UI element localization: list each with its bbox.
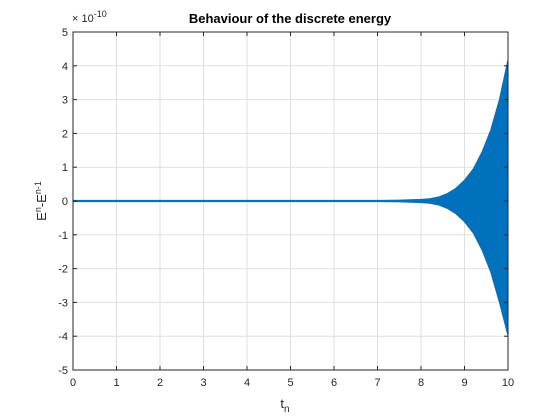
x-tick-label: 3 [200, 377, 206, 389]
x-axis-label: tn [280, 396, 289, 415]
chart-title: Behaviour of the discrete energy [189, 11, 392, 26]
x-tick-label: 6 [331, 377, 337, 389]
x-axis-label-sub: n [284, 404, 290, 415]
y-tick-label: 0 [62, 196, 68, 208]
x-tick-label: 9 [461, 377, 467, 389]
y-axis-label-sup1: n [33, 207, 43, 212]
y-axis-label-sup2: n-1 [33, 181, 43, 194]
exponent-prefix: × 10 [72, 13, 94, 25]
x-tick-label: 1 [113, 377, 119, 389]
y-axis-label: En-En-1 [33, 181, 49, 221]
x-tick-label: 7 [374, 377, 380, 389]
exponent-label: × 10-10 [72, 9, 107, 25]
y-axis-label-mid: -E [34, 194, 49, 207]
y-tick-label: -2 [58, 264, 68, 276]
y-tick-label: -5 [58, 365, 68, 377]
y-tick-label: -1 [58, 230, 68, 242]
y-tick-label: 3 [62, 95, 68, 107]
x-axis-label-main: t [280, 396, 284, 411]
x-tick-label: 8 [418, 377, 424, 389]
x-tick-label: 2 [157, 377, 163, 389]
y-tick-label: -3 [58, 297, 68, 309]
y-axis-label-main: E [34, 212, 49, 221]
exponent-power: -10 [94, 9, 107, 19]
y-tick-label: 1 [62, 162, 68, 174]
x-tick-label: 4 [244, 377, 250, 389]
y-tick-label: -4 [58, 331, 68, 343]
x-tick-label: 5 [287, 377, 293, 389]
y-tick-label: 5 [62, 27, 68, 39]
x-tick-label: 10 [502, 377, 514, 389]
y-tick-label: 2 [62, 128, 68, 140]
x-tick-label: 0 [70, 377, 76, 389]
y-tick-label: 4 [62, 61, 68, 73]
